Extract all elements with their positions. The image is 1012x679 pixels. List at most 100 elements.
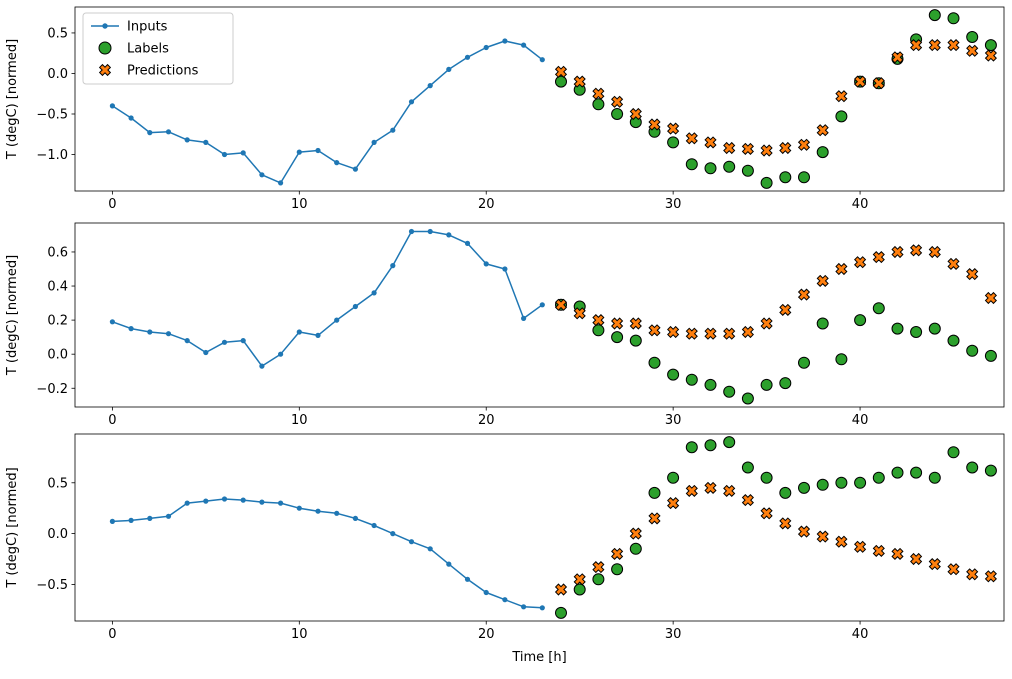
inputs-point: [408, 539, 415, 545]
inputs-point: [128, 115, 134, 121]
inputs-point: [109, 319, 115, 325]
predictions-point: [910, 552, 923, 566]
predictions-point: [741, 494, 754, 507]
predictions-point: [779, 303, 792, 316]
predictions-point: [984, 291, 997, 305]
inputs-point: [278, 351, 284, 357]
inputs-point: [464, 54, 471, 60]
predictions-point: [872, 544, 885, 557]
predictions-point: [704, 481, 717, 494]
legend: Inputs Labels Predictions: [82, 12, 234, 85]
x-tick-label: 0: [108, 197, 116, 212]
y-axis: 0.5 0.0 −0.5: [36, 476, 75, 593]
y-axis-label: T (degC) [normed]: [5, 255, 20, 376]
series-labels: [555, 436, 997, 619]
y-axis: 0.5 0.0 −0.5 −1.0: [36, 26, 75, 163]
predictions-point: [685, 484, 698, 497]
x-axis: 0 10 20 30 40: [108, 407, 868, 428]
labels-point: [592, 573, 605, 586]
labels-point: [984, 349, 997, 362]
predictions-point: [872, 251, 885, 264]
inputs-point: [240, 497, 246, 503]
plot-border: [74, 6, 1005, 192]
inputs-point: [203, 498, 209, 504]
predictions-point: [891, 547, 904, 560]
series-predictions: [554, 39, 997, 157]
inputs-point: [521, 42, 527, 48]
inputs-point: [521, 604, 527, 610]
predictions-point: [685, 132, 698, 145]
labels-point: [667, 368, 680, 381]
predictions-point: [928, 39, 941, 52]
predictions-point: [554, 65, 568, 78]
x-axis: 0 10 20 30 40: [108, 191, 868, 212]
labels-point: [573, 583, 586, 596]
labels-point: [685, 158, 698, 171]
predictions-point: [592, 87, 605, 100]
predictions-point: [592, 561, 605, 574]
predictions-point: [554, 583, 568, 596]
inputs-point: [539, 302, 545, 308]
predictions-point: [648, 512, 661, 525]
inputs-point: [427, 83, 433, 89]
x-tick-label: 30: [665, 627, 682, 642]
inputs-point: [165, 513, 172, 519]
labels-point: [854, 314, 867, 327]
inputs-point: [203, 139, 209, 145]
labels-point: [685, 373, 698, 386]
inputs-point: [334, 510, 340, 516]
predictions-point: [648, 324, 661, 337]
inputs-point: [502, 38, 508, 44]
inputs-point: [371, 139, 377, 145]
labels-point: [835, 476, 848, 489]
inputs-point: [390, 531, 396, 537]
labels-point: [667, 136, 680, 149]
x-tick-label: 40: [852, 197, 869, 212]
subplot-top: 0 10 20 30 40 0.5 0.0 −0.5 −1.0 T (degC) [normed]…: [5, 6, 1005, 212]
inputs-point: [278, 180, 284, 186]
x-tick-label: 10: [291, 413, 308, 428]
labels-point: [891, 466, 904, 479]
predictions-point: [947, 39, 960, 52]
predictions-point: [797, 138, 811, 151]
legend-circle-sample: [98, 41, 112, 55]
labels-point: [798, 356, 810, 369]
series-predictions: [554, 481, 997, 596]
y-axis-label: T (degC) [normed]: [5, 39, 20, 160]
x-tick-label: 10: [291, 627, 308, 642]
predictions-point: [611, 317, 624, 330]
y-tick-label: −1.0: [36, 148, 68, 163]
labels-point: [592, 324, 605, 337]
y-tick-label: 0.2: [47, 314, 68, 329]
inputs-point: [539, 605, 545, 611]
labels-point: [555, 606, 567, 619]
labels-point: [592, 98, 605, 111]
predictions-point: [835, 90, 848, 103]
x-tick-label: 30: [665, 197, 682, 212]
inputs-point: [296, 149, 302, 155]
predictions-point: [984, 570, 997, 583]
predictions-point: [947, 563, 960, 576]
inputs-point: [334, 160, 340, 166]
y-tick-label: 0.0: [47, 67, 68, 82]
predictions-point: [667, 122, 680, 135]
predictions-point: [760, 507, 773, 520]
y-tick-label: 0.5: [47, 476, 68, 491]
predictions-point: [928, 245, 941, 259]
labels-point: [648, 356, 661, 369]
labels-point: [928, 322, 941, 335]
inputs-point: [464, 576, 471, 582]
labels-point: [704, 439, 717, 452]
predictions-point: [816, 124, 829, 137]
labels-point: [966, 344, 979, 357]
inputs-point: [221, 496, 228, 502]
inputs-point: [390, 263, 396, 269]
labels-point: [835, 110, 848, 123]
labels-point: [966, 31, 979, 43]
legend-label: Labels: [127, 42, 169, 57]
predictions-point: [760, 144, 773, 157]
predictions-point: [966, 268, 979, 281]
y-tick-label: 0.4: [47, 280, 68, 295]
predictions-point: [910, 244, 923, 257]
predictions-point: [723, 327, 736, 340]
